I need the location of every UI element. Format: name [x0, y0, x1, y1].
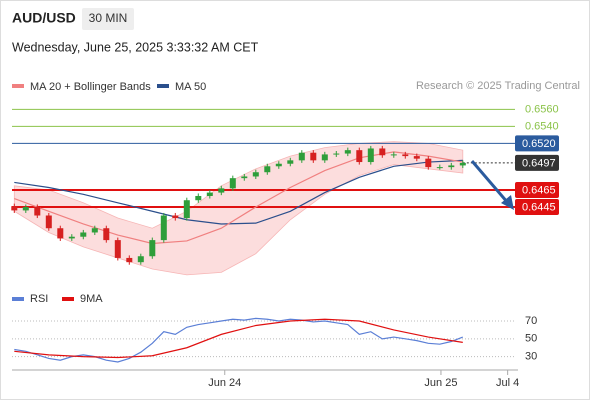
x-tick-label: Jun 24	[208, 377, 241, 389]
candle-body	[459, 162, 466, 166]
forecast-arrow	[470, 160, 510, 204]
legend-label: RSI	[30, 293, 48, 305]
datetime: Wednesday, June 25, 2025 3:33:32 AM CET	[12, 40, 259, 54]
candle-body	[425, 158, 432, 168]
level-badge	[515, 154, 559, 171]
ma20-line	[14, 151, 463, 245]
level-label: 0.6520	[522, 138, 556, 150]
candle-body	[183, 200, 190, 219]
candle-body	[149, 240, 156, 257]
candle-body	[264, 166, 271, 173]
legend-label: MA 20 + Bollinger Bands	[30, 81, 151, 93]
legend-label: MA 50	[175, 81, 206, 93]
candle-body	[402, 154, 409, 157]
candle-body	[298, 152, 305, 161]
candle-body	[11, 206, 18, 211]
candle-body	[333, 153, 340, 155]
candle-body	[137, 256, 144, 263]
legend-swatch	[62, 297, 74, 301]
candle-body	[126, 257, 133, 263]
legend-swatch	[12, 84, 24, 88]
level-label: 0.6540	[525, 120, 559, 132]
candle-body	[241, 176, 248, 179]
candle-body	[22, 207, 29, 211]
candle-body	[344, 150, 351, 154]
ma50-line	[14, 159, 463, 225]
candle-body	[160, 215, 167, 241]
timeframe-badge	[82, 8, 134, 30]
credit: Research © 2025 Trading Central	[416, 80, 580, 92]
level-label: 0.6560	[525, 103, 559, 115]
candle-body	[436, 167, 443, 169]
level-badge	[515, 135, 559, 152]
y-tick-label: 50	[525, 333, 537, 345]
y-tick-label: 70	[525, 315, 537, 327]
candle-body	[310, 152, 317, 161]
candle-body	[57, 228, 64, 239]
candle-body	[356, 150, 363, 163]
candle-body	[68, 236, 75, 239]
candle-body	[413, 156, 420, 159]
series-line	[14, 317, 464, 363]
symbol: AUD/USD	[12, 10, 76, 26]
candle-body	[103, 228, 110, 241]
candle-body	[45, 215, 52, 229]
candle-body	[172, 215, 179, 219]
candle-body	[229, 178, 236, 189]
y-tick-label: 30	[525, 351, 537, 363]
candle-body	[252, 172, 259, 177]
legend-label: 9MA	[80, 293, 103, 305]
level-label: 0.6465	[522, 184, 556, 196]
candle-body	[80, 232, 87, 237]
candle-body	[379, 148, 386, 156]
level-badge	[515, 182, 559, 199]
candle-body	[206, 192, 213, 196]
legend-swatch	[12, 297, 24, 301]
candle-body	[91, 228, 98, 233]
candle-body	[390, 154, 397, 156]
level-label: 0.6445	[522, 201, 556, 213]
x-tick-label: Jul 4	[496, 377, 519, 389]
legend-swatch	[157, 84, 169, 88]
candle-body	[321, 154, 328, 161]
level-badge	[515, 199, 559, 216]
candle-body	[448, 165, 455, 168]
forecast-arrowhead	[501, 195, 514, 210]
series-line	[14, 318, 463, 359]
level-label: 0.6497	[522, 157, 556, 169]
candle-body	[367, 148, 374, 163]
timeframe: 30 MIN	[89, 11, 128, 25]
candle-body	[218, 188, 225, 193]
candle-body	[114, 240, 121, 258]
x-tick-label: Jun 25	[424, 377, 457, 389]
candle-body	[34, 207, 41, 216]
candle-body	[195, 195, 202, 201]
candle-body	[287, 160, 294, 164]
candle-body	[275, 163, 282, 167]
